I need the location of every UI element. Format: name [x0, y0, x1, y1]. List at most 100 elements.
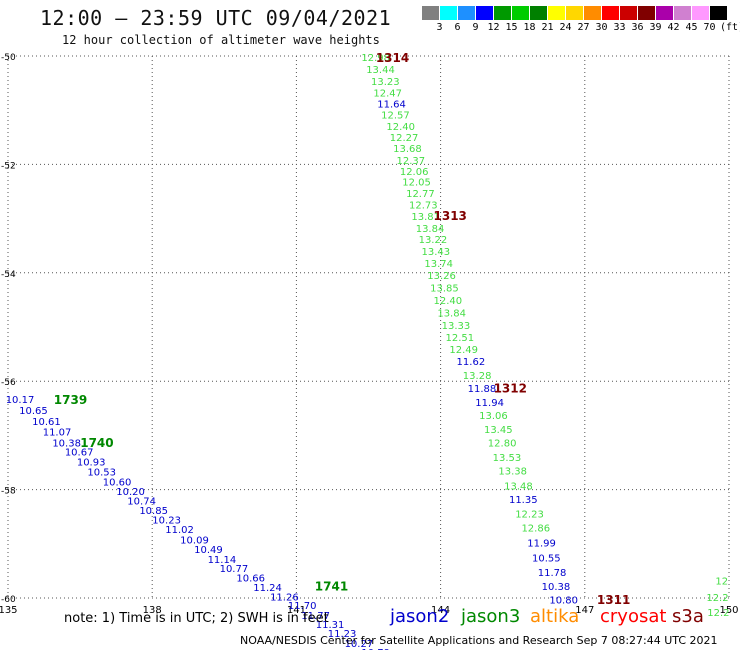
wave-height-label: 12.47 — [373, 88, 402, 99]
wave-height-label: 13.84 — [416, 224, 445, 235]
legend-label: 70 — [703, 22, 716, 33]
wave-height-label: 13.81 — [411, 212, 440, 223]
credit-line: NOAA/NESDIS Center for Satellite Applica… — [240, 634, 718, 647]
pass-number-label: 1740 — [80, 436, 113, 450]
x-tick-label: 141 — [287, 605, 306, 616]
wave-height-label: 11.24 — [253, 583, 282, 594]
wave-height-label: 10.23 — [152, 515, 181, 526]
legend-label: 24 — [559, 22, 572, 33]
legend-label: 36 — [631, 22, 644, 33]
legend-label: 27 — [577, 22, 590, 33]
y-tick-label: -58 — [1, 487, 16, 497]
legend-swatch — [440, 6, 457, 20]
legend-swatch — [458, 6, 475, 20]
wave-height-label: 12.37 — [396, 156, 425, 167]
wave-height-label: 12.57 — [381, 111, 410, 122]
wave-height-label: 11.94 — [475, 398, 504, 409]
wave-height-label: 13.53 — [493, 453, 522, 464]
legend-swatch — [692, 6, 709, 20]
legend-swatch — [476, 6, 493, 20]
wave-height-label: 10.38 — [542, 582, 571, 593]
wave-height-label: 11.62 — [457, 357, 486, 368]
wave-height-label: 10.38 — [52, 438, 81, 449]
legend-swatch — [422, 6, 439, 20]
x-tick-label: 144 — [431, 605, 450, 616]
wave-height-label: 10.67 — [65, 448, 94, 459]
footer-note: note: 1) Time is in UTC; 2) SWH is in fe… — [64, 611, 329, 626]
legend-label: 45 — [685, 22, 698, 33]
legend-label: 18 — [523, 22, 536, 33]
y-tick-label: -60 — [1, 595, 16, 605]
wave-height-label: 13.44 — [366, 65, 395, 76]
wave-height-label: 10.20 — [116, 487, 145, 498]
legend-label: 6 — [454, 22, 461, 33]
wave-height-label: 12.05 — [402, 178, 431, 189]
pass-number-label: 1311 — [597, 593, 630, 607]
wave-height-label: 12.51 — [446, 333, 475, 344]
wave-height-label: 13.85 — [430, 283, 459, 294]
x-tick-label: 135 — [0, 605, 18, 616]
wave-height-label: 12.80 — [488, 438, 517, 449]
legend-label: 3 — [436, 22, 443, 33]
wave-height-label: 13.06 — [479, 411, 508, 422]
wave-height-label: 13.33 — [442, 321, 471, 332]
legend-label: 33 — [613, 22, 626, 33]
wave-height-label: 13.74 — [424, 259, 453, 270]
x-tick-label: 150 — [719, 605, 738, 616]
wave-height-label: 11.70 — [288, 601, 317, 612]
satellite-s3a: s3a — [672, 606, 704, 627]
wave-height-label: 12.27 — [390, 133, 419, 144]
x-tick-label: 147 — [575, 605, 594, 616]
pass-number-label: 1739 — [54, 393, 87, 407]
legend-swatch — [512, 6, 529, 20]
legend-unit: (ft) — [720, 22, 740, 33]
wave-height-label: 12.86 — [521, 524, 550, 535]
wave-height-label: 13.22 — [419, 235, 448, 246]
wave-height-label: 13.26 — [427, 271, 456, 282]
wave-height-label: 13.68 — [393, 144, 422, 155]
wave-height-label: 10.17 — [6, 395, 35, 406]
pass-number-label: 1313 — [434, 209, 467, 223]
wave-height-label: 13.38 — [498, 467, 527, 478]
wave-height-label: 12.40 — [433, 296, 462, 307]
wave-height-label: 10.49 — [194, 545, 223, 556]
wave-height-label: 13.48 — [504, 481, 533, 492]
wave-height-label: 10.80 — [549, 596, 578, 607]
wave-height-label: 11.31 — [316, 620, 345, 631]
satellite-jason2: jason2 — [390, 606, 450, 627]
wave-height-label: 13.45 — [484, 425, 513, 436]
legend-swatch — [566, 6, 583, 20]
wave-height-label: 12.06 — [400, 167, 429, 178]
pass-number-label: 1312 — [494, 382, 527, 396]
wave-height-label: 11.77 — [301, 611, 330, 622]
wave-height-label: 11.14 — [208, 555, 237, 566]
wave-height-label: 11.35 — [509, 495, 538, 506]
wave-height-label: 11.99 — [527, 539, 556, 550]
wave-height-label: 13.28 — [463, 371, 492, 382]
wave-height-label: 10.27 — [345, 639, 374, 650]
legend-swatch — [530, 6, 547, 20]
wave-height-label: 11.02 — [165, 525, 194, 536]
legend-label: 12 — [487, 22, 500, 33]
legend-label: 39 — [649, 22, 662, 33]
wave-height-label: 10.53 — [87, 468, 116, 479]
wave-height-label: 11.26 — [270, 592, 299, 603]
wave-height-label: 11.07 — [43, 428, 72, 439]
legend-label: 21 — [541, 22, 554, 33]
wave-height-label: 12.77 — [406, 189, 435, 200]
wave-height-label: 10.55 — [532, 553, 561, 564]
wave-height-label: 12.98 — [361, 53, 390, 64]
legend-label: 9 — [472, 22, 479, 33]
wave-height-label: 10.74 — [127, 496, 156, 507]
wave-height-label: 10.85 — [139, 506, 168, 517]
y-tick-label: -56 — [1, 378, 16, 388]
wave-height-label: 13.84 — [437, 308, 466, 319]
wave-height-label: 12.23 — [515, 509, 544, 520]
legend-swatch — [710, 6, 727, 20]
x-tick-label: 138 — [143, 605, 162, 616]
legend-swatch — [674, 6, 691, 20]
wave-height-label: 11.64 — [377, 100, 406, 111]
legend-label: 30 — [595, 22, 608, 33]
wave-height-label: 12.40 — [386, 122, 415, 133]
